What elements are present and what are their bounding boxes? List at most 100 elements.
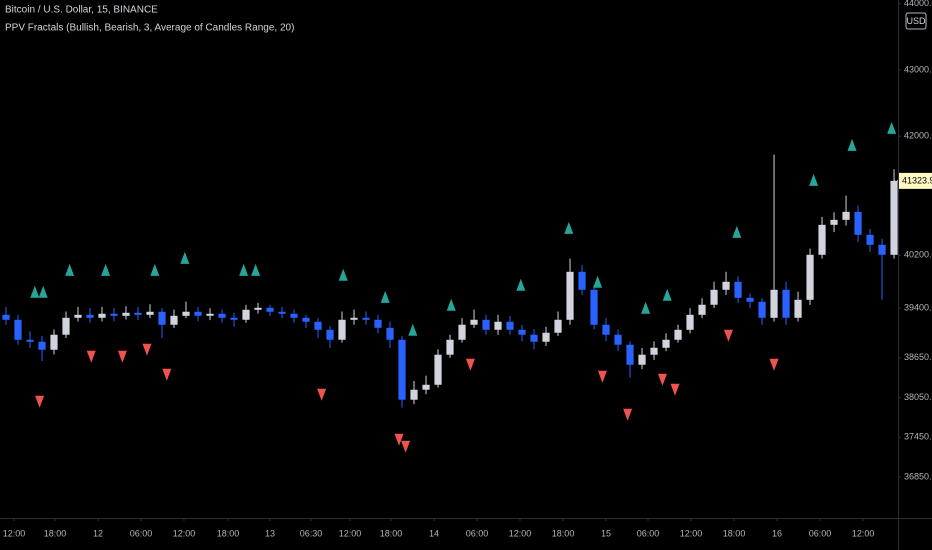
candle-body <box>806 254 814 300</box>
candle-body <box>626 344 634 365</box>
y-tick-label: 37450.00 <box>904 432 932 442</box>
candle-body <box>770 289 778 318</box>
candle-body <box>374 319 382 328</box>
currency-box[interactable] <box>905 12 927 30</box>
x-tick-label: 12:00 <box>509 528 532 538</box>
x-tick-label: 12 <box>93 528 103 538</box>
candle-body <box>494 321 502 330</box>
fractal-up <box>809 173 819 186</box>
fractal-down <box>162 368 172 381</box>
fractal-up <box>38 285 48 298</box>
candle-body <box>554 319 562 333</box>
candle-body <box>182 311 190 316</box>
fractal-down <box>670 383 680 396</box>
y-tick-label: 38650.00 <box>904 352 932 362</box>
x-tick-label: 18:00 <box>723 528 746 538</box>
y-tick-label: 39400.00 <box>904 303 932 313</box>
x-tick-label: 13 <box>265 528 275 538</box>
y-tick-label: 44000.00 <box>904 0 932 8</box>
candle-body <box>86 314 94 318</box>
fractal-up <box>65 263 75 276</box>
candle-body <box>386 327 394 340</box>
candle-body <box>506 321 514 330</box>
fractal-up <box>516 278 526 291</box>
x-tick-label: 12:00 <box>173 528 196 538</box>
y-tick-label: 38050.00 <box>904 392 932 402</box>
x-tick-label: 15 <box>601 528 611 538</box>
x-tick-label: 06:00 <box>637 528 660 538</box>
fractal-down <box>317 388 327 401</box>
candle-body <box>458 324 466 340</box>
y-tick-label: 40200.00 <box>904 250 932 260</box>
candle-body <box>14 319 22 340</box>
candle-body <box>194 311 202 316</box>
fractal-up <box>239 263 249 276</box>
fractal-down <box>769 358 779 371</box>
fractal-down <box>657 373 667 386</box>
candle-body <box>650 347 658 355</box>
candle-body <box>338 319 346 340</box>
candle-body <box>62 317 70 335</box>
candle-body <box>170 315 178 325</box>
candle-body <box>50 334 58 350</box>
candle-body <box>722 281 730 290</box>
candle-body <box>434 354 442 385</box>
candle-body <box>266 307 274 312</box>
candle-body <box>614 334 622 345</box>
candle-body <box>326 329 334 340</box>
candle-body <box>446 339 454 355</box>
fractal-down <box>597 370 607 383</box>
candle-body <box>254 307 262 310</box>
fractal-up <box>180 251 190 264</box>
candle-body <box>602 324 610 335</box>
fractal-up <box>593 275 603 288</box>
candle-body <box>686 314 694 330</box>
fractal-up <box>380 290 390 303</box>
x-tick-label: 06:00 <box>809 528 832 538</box>
chart-title: Bitcoin / U.S. Dollar, 15, BINANCE <box>5 5 158 16</box>
fractal-up <box>251 263 261 276</box>
fractal-up <box>662 288 672 301</box>
candle-body <box>674 329 682 340</box>
x-tick-label: 18:00 <box>552 528 575 538</box>
candle-body <box>890 180 898 255</box>
fractal-up <box>30 285 40 298</box>
candle-body <box>542 332 550 342</box>
candle-body <box>842 211 850 220</box>
y-tick-label: 42000.00 <box>904 131 932 141</box>
candle-body <box>866 234 874 245</box>
candle-body <box>110 313 118 316</box>
candle-body <box>470 319 478 325</box>
candle-body <box>710 289 718 305</box>
candle-body <box>482 319 490 330</box>
fractal-down <box>86 350 96 363</box>
x-tick-label: 06:30 <box>300 528 323 538</box>
candle-body <box>206 313 214 316</box>
fractal-down <box>35 395 45 408</box>
candle-body <box>530 334 538 342</box>
candle-body <box>878 244 886 255</box>
fractal-down <box>623 408 633 421</box>
candle-body <box>98 313 106 318</box>
candle-body <box>26 339 34 342</box>
candle-body <box>146 311 154 315</box>
candle-body <box>218 313 226 318</box>
candle-body <box>314 321 322 330</box>
candle-body <box>794 299 802 318</box>
x-tick-label: 14 <box>429 528 439 538</box>
candle-body <box>830 219 838 225</box>
fractal-up <box>150 263 160 276</box>
candle-body <box>818 224 826 255</box>
candle-body <box>518 329 526 335</box>
candle-body <box>350 317 358 320</box>
fractal-down <box>723 329 733 342</box>
candle-body <box>230 317 238 320</box>
candle-body <box>590 289 598 325</box>
candle-body <box>158 311 166 325</box>
x-tick-label: 18:00 <box>380 528 403 538</box>
x-tick-label: 12:00 <box>339 528 362 538</box>
fractal-up <box>101 263 111 276</box>
fractal-down <box>465 358 475 371</box>
candle-body <box>758 301 766 318</box>
currency[interactable]: USD <box>906 16 926 26</box>
